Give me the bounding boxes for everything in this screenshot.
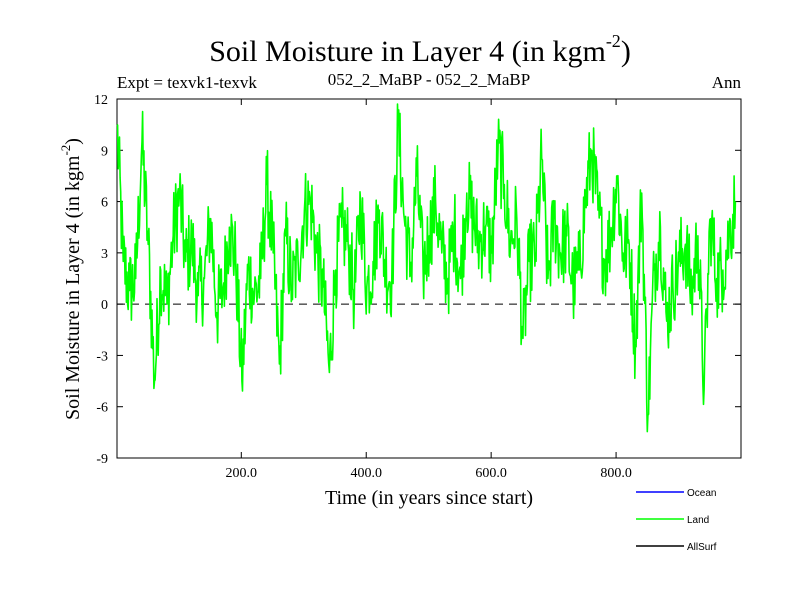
- legend: Ocean Land AllSurf: [636, 488, 717, 553]
- x-axis-label: Time (in years since start): [325, 487, 533, 509]
- y-tick-label: -3: [96, 349, 108, 364]
- subtitle-left: Expt = texvk1-texvk: [117, 73, 257, 92]
- x-tick-label: 600.0: [475, 466, 507, 481]
- series-line-land: [116, 103, 737, 433]
- series-group: [116, 103, 737, 433]
- x-axis: 200.0 400.0 600.0 800.0: [226, 99, 632, 481]
- legend-label-land: Land: [687, 515, 709, 526]
- plot-area: [116, 98, 742, 459]
- y-axis-label: Soil Moisture in Layer 4 (in kgm-2): [58, 138, 84, 420]
- legend-label-ocean: Ocean: [687, 488, 716, 499]
- y-tick-label: 12: [94, 93, 108, 108]
- chart-title: Soil Moisture in Layer 4 (in kgm-2): [209, 31, 631, 68]
- y-axis: -9 -6 -3 0 3 6 9 12: [94, 93, 741, 467]
- subtitle-right: Ann: [712, 73, 742, 92]
- subtitle-center: 052_2_MaBP - 052_2_MaBP: [328, 70, 530, 89]
- y-tick-label: -9: [96, 452, 108, 467]
- y-tick-label: 0: [101, 298, 108, 313]
- legend-label-allsurf: AllSurf: [687, 542, 717, 553]
- y-tick-label: 3: [101, 247, 108, 262]
- y-tick-label: -6: [96, 401, 108, 416]
- x-tick-label: 800.0: [600, 466, 632, 481]
- y-tick-label: 9: [101, 144, 108, 159]
- y-tick-label: 6: [101, 196, 108, 211]
- x-tick-label: 400.0: [350, 466, 382, 481]
- x-tick-label: 200.0: [226, 466, 258, 481]
